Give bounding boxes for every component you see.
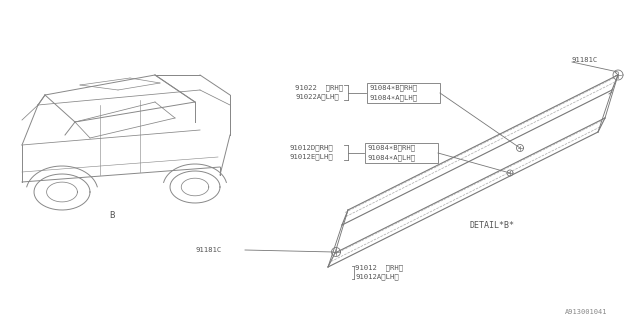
- Text: 91022  〈RH〉: 91022 〈RH〉: [295, 85, 343, 91]
- Text: 91012E〈LH〉: 91012E〈LH〉: [290, 154, 333, 160]
- Text: B: B: [109, 211, 115, 220]
- Text: 91012  〈RH〉: 91012 〈RH〉: [355, 265, 403, 271]
- Text: 91084∗A〈LH〉: 91084∗A〈LH〉: [369, 95, 417, 101]
- Text: 91012A〈LH〉: 91012A〈LH〉: [355, 274, 399, 280]
- Bar: [365, 143, 438, 163]
- Bar: [367, 83, 440, 103]
- Text: 91084∗B〈RH〉: 91084∗B〈RH〉: [367, 145, 415, 151]
- Text: A913001041: A913001041: [565, 309, 607, 315]
- Text: DETAIL*B*: DETAIL*B*: [470, 220, 515, 229]
- Text: 91181C: 91181C: [195, 247, 221, 253]
- Text: 91084∗A〈LH〉: 91084∗A〈LH〉: [367, 155, 415, 161]
- Text: 91022A〈LH〉: 91022A〈LH〉: [295, 94, 339, 100]
- Text: 91084∗B〈RH〉: 91084∗B〈RH〉: [369, 85, 417, 91]
- Text: 91181C: 91181C: [572, 57, 598, 63]
- Text: 91012D〈RH〉: 91012D〈RH〉: [290, 145, 333, 151]
